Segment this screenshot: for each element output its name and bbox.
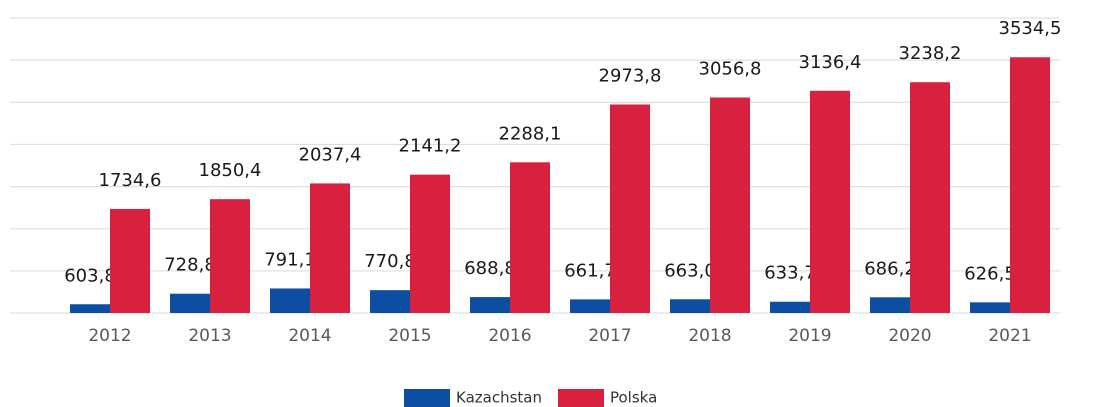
bar [210, 199, 250, 313]
bar [770, 301, 810, 313]
x-tick-label: 2017 [588, 326, 631, 346]
bar [170, 293, 210, 313]
legend-swatch [557, 389, 604, 407]
data-label: 791,1 [264, 249, 316, 270]
data-label: 2037,4 [299, 144, 362, 165]
data-label: 661,7 [564, 260, 616, 281]
bar [110, 208, 150, 313]
bar [870, 297, 910, 313]
bar [910, 82, 950, 313]
data-label: 3534,5 [999, 18, 1062, 39]
x-tick-label: 2020 [888, 326, 931, 346]
data-label: 3136,4 [799, 52, 862, 73]
legend-label: Polska [610, 389, 657, 407]
bar [470, 297, 510, 313]
bar [270, 288, 310, 313]
x-tick-label: 2021 [988, 326, 1031, 346]
bar [610, 104, 650, 313]
data-label: 770,8 [364, 251, 416, 272]
legend-swatch [404, 389, 450, 407]
data-label: 1734,6 [99, 170, 162, 191]
legend-label: Kazachstan [456, 389, 542, 407]
data-label: 633,7 [764, 263, 816, 284]
bar [1010, 57, 1050, 313]
bar [510, 162, 550, 313]
data-label: 686,2 [864, 258, 916, 279]
bar [710, 97, 750, 313]
x-tick-label: 2019 [788, 326, 831, 346]
bar [970, 302, 1010, 313]
x-tick-label: 2014 [288, 326, 331, 346]
data-label: 1850,4 [199, 160, 262, 181]
x-tick-label: 2013 [188, 326, 231, 346]
bar [370, 290, 410, 313]
data-label: 663,0 [664, 260, 716, 281]
bar [410, 174, 450, 313]
bar [670, 299, 710, 313]
x-tick-label: 2018 [688, 326, 731, 346]
data-label: 603,8 [64, 265, 116, 286]
data-label: 2288,1 [499, 123, 562, 144]
x-tick-label: 2016 [488, 326, 531, 346]
x-tick-label: 2012 [88, 326, 131, 346]
data-label: 626,5 [964, 263, 1016, 284]
data-label: 3056,8 [699, 58, 762, 79]
data-label: 2973,8 [599, 65, 662, 86]
data-label: 688,8 [464, 258, 516, 279]
data-label: 728,8 [164, 255, 216, 276]
x-tick-label: 2015 [388, 326, 431, 346]
bar [310, 183, 350, 313]
data-label: 2141,2 [399, 136, 462, 157]
bar [570, 299, 610, 313]
bar [70, 304, 110, 313]
data-label: 3238,2 [899, 43, 962, 64]
bar [810, 90, 850, 313]
